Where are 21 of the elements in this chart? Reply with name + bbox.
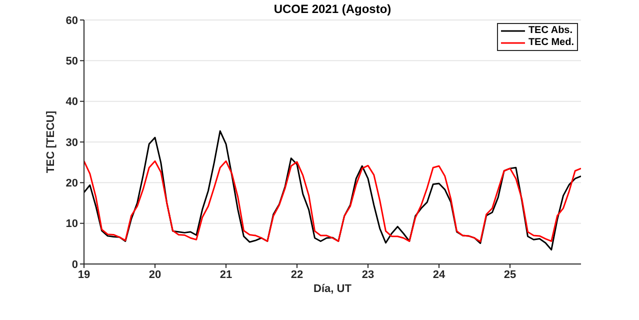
y-tick-label: 20 [66,178,78,190]
x-tick-label: 21 [220,268,232,281]
x-tick-label: 20 [148,268,162,281]
chart-title: UCOE 2021 (Agosto) [274,2,392,16]
y-tick-label: 0 [72,258,78,271]
x-tick-label: 25 [504,268,516,281]
line-series [84,160,581,242]
x-tick-label: 19 [78,268,90,281]
x-tick-label: 23 [362,268,374,281]
y-axis-title: TEC [TECU] [44,110,57,174]
y-tick-label: 10 [66,218,78,230]
line-series [84,130,581,251]
x-tick-label: 24 [432,268,446,281]
legend-label: TEC Med. [528,37,574,49]
y-tick-label: 60 [66,14,78,27]
y-tick-label: 30 [66,136,78,149]
x-tick-label: 22 [290,268,304,281]
y-tick-label: 40 [66,96,78,108]
legend-label: TEC Abs. [528,25,573,37]
y-tick-label: 50 [66,56,78,68]
x-axis-title: Día, UT [314,283,352,295]
